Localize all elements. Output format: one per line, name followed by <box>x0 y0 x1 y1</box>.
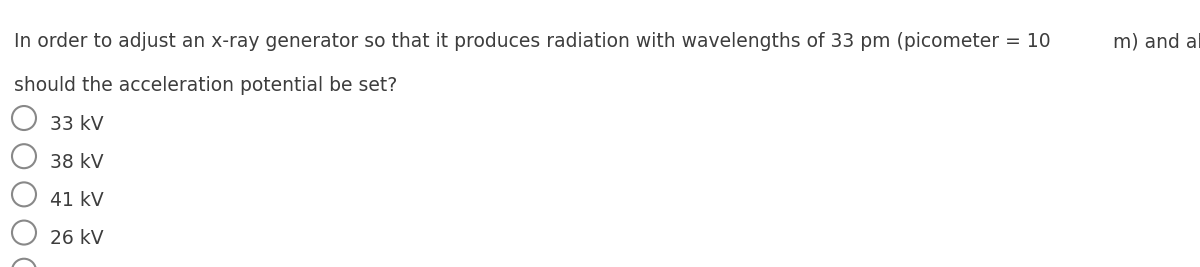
Text: 38 kV: 38 kV <box>50 153 104 172</box>
Text: should the acceleration potential be set?: should the acceleration potential be set… <box>14 76 397 95</box>
Text: In order to adjust an x-ray generator so that it produces radiation with wavelen: In order to adjust an x-ray generator so… <box>14 32 1051 51</box>
Text: 26 kV: 26 kV <box>50 229 104 248</box>
Text: −12: −12 <box>1198 32 1200 46</box>
Text: m) and above, but none below, how: m) and above, but none below, how <box>1106 32 1200 51</box>
Text: 33 kV: 33 kV <box>50 115 104 134</box>
Text: 41 kV: 41 kV <box>50 191 104 210</box>
